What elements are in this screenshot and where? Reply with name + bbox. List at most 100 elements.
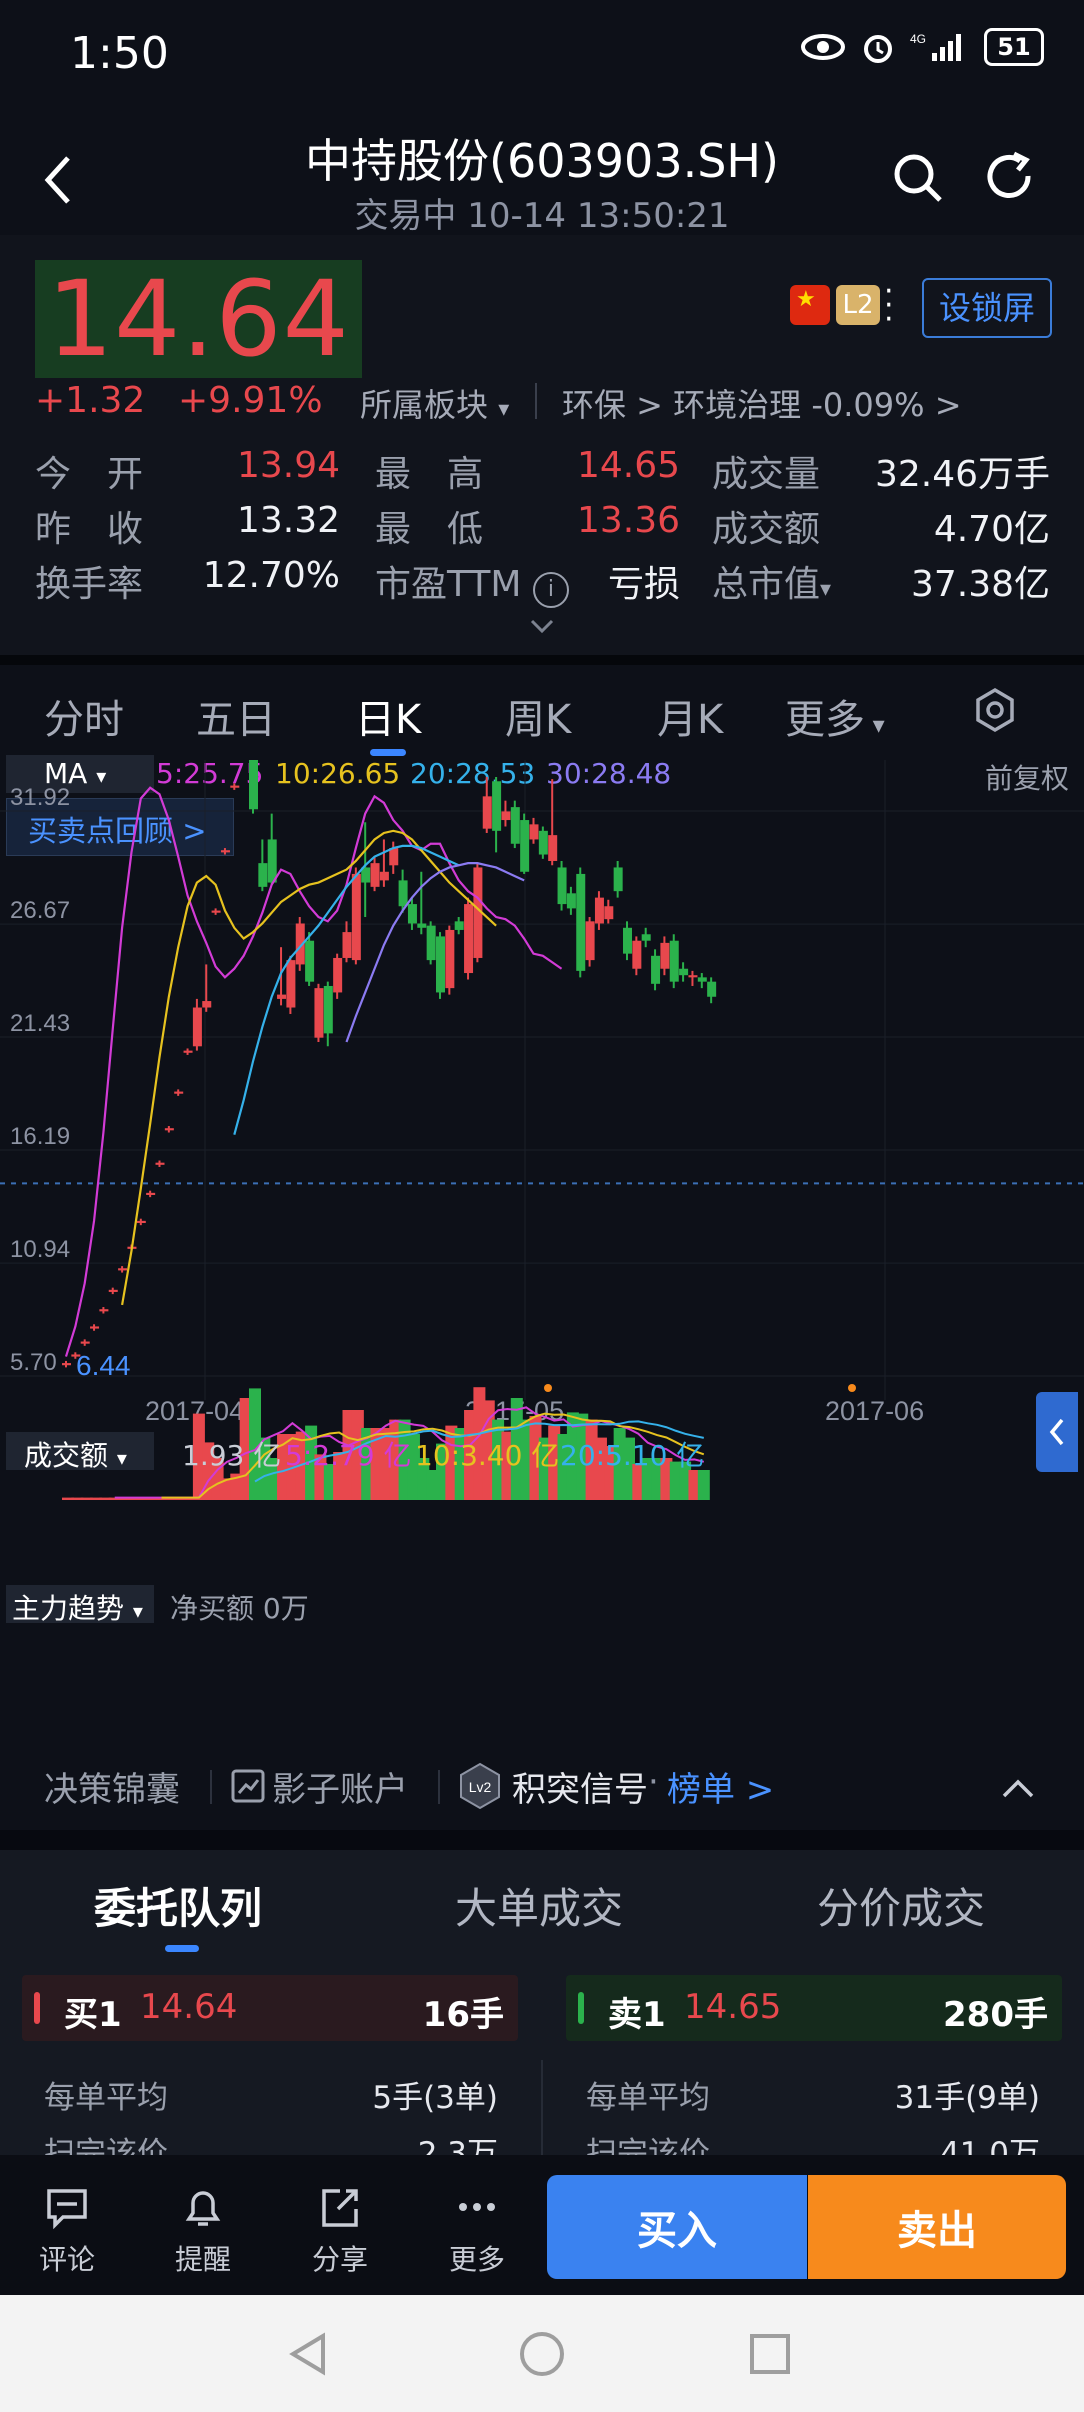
tab-daily-k[interactable]: 日K: [355, 697, 422, 743]
volume-ma20-line: [254, 1420, 705, 1483]
info-icon[interactable]: i: [532, 572, 569, 608]
candlestick-chart[interactable]: 31.9226.6721.4316.1910.945.7036.426.4420…: [0, 760, 1084, 1550]
candle-body: [585, 921, 595, 961]
tab-five-day[interactable]: 五日: [196, 697, 276, 743]
china-flag-icon: ★: [790, 285, 830, 325]
back-arrow-icon[interactable]: [38, 150, 78, 210]
bid1-qty: 16手: [422, 1995, 504, 2035]
industry-link[interactable]: 环保 > 环境治理 -0.09% >: [562, 386, 962, 424]
stat-label: 最 低: [375, 509, 484, 550]
signal-link[interactable]: 积突信号: [512, 1770, 648, 1810]
system-nav-bar: [0, 2295, 1084, 2412]
volume-bar: [192, 1413, 205, 1500]
rank-link[interactable]: 榜单 >: [667, 1770, 775, 1810]
section-divider: [0, 655, 1084, 667]
home-circle-icon[interactable]: [518, 2330, 566, 2378]
candle-body: [62, 1363, 71, 1366]
shadow-account-link[interactable]: 影子账户: [272, 1770, 408, 1810]
volume-bar: [277, 1434, 290, 1500]
alert-label: 提醒: [174, 2243, 231, 2276]
volume-bar: [407, 1434, 420, 1500]
volume-bar: [239, 1398, 252, 1500]
volume-bar: [585, 1419, 598, 1500]
divider: [210, 1770, 212, 1804]
refresh-icon[interactable]: [982, 150, 1038, 206]
tab-weekly-k[interactable]: 周K: [505, 697, 572, 743]
volume-bar: [651, 1458, 664, 1500]
volume-bar: [136, 1497, 149, 1500]
volume-bar: [492, 1419, 505, 1500]
candle-body: [501, 811, 511, 821]
volume-bar: [323, 1464, 336, 1500]
adjust-mode[interactable]: 前复权: [985, 762, 1070, 795]
candle-body: [370, 863, 380, 887]
candle-body: [267, 839, 277, 883]
tab-intraday[interactable]: 分时: [44, 697, 124, 743]
share-button[interactable]: 分享: [295, 2185, 385, 2278]
volume-bar: [174, 1497, 187, 1500]
tab-price-trades[interactable]: 分价成交: [817, 1884, 986, 1933]
status-time: 1:50: [70, 28, 169, 79]
chevron-up-icon[interactable]: [1000, 1778, 1036, 1800]
candle-body: [454, 921, 464, 930]
tab-more[interactable]: 更多 ▾: [785, 687, 885, 745]
alert-button[interactable]: 提醒: [158, 2185, 248, 2278]
volume-bar: [697, 1470, 710, 1500]
tab-order-queue[interactable]: 委托队列: [94, 1884, 263, 1933]
decision-kit-link[interactable]: 决策锦囊: [44, 1770, 180, 1810]
candle-body: [464, 904, 474, 974]
stat-value: 13.94: [236, 445, 340, 486]
main-force-label: 主力趋势: [12, 1592, 125, 1625]
y-tick-label: 5.70: [10, 1349, 57, 1376]
pe-ttm-label[interactable]: 市盈TTM i: [375, 555, 569, 608]
comment-button[interactable]: 评论: [22, 2185, 112, 2278]
candle-body: [174, 1091, 184, 1094]
candle-body: [520, 820, 530, 872]
search-icon[interactable]: [890, 150, 946, 206]
more-button[interactable]: 更多: [432, 2185, 522, 2278]
candle-body: [688, 975, 698, 978]
ma30-line: [345, 862, 525, 1043]
settings-icon[interactable]: [972, 687, 1018, 733]
sell-button[interactable]: 卖出: [808, 2175, 1066, 2279]
tab-more-label: 更多: [785, 697, 865, 743]
divider: [535, 383, 537, 419]
battery-icon: 51: [984, 28, 1044, 66]
chevron-left-icon: [1049, 1418, 1064, 1446]
nav-bar: 中持股份(603903.SH) 交易中 10-14 13:50:21: [0, 110, 1084, 236]
expand-chevron-icon[interactable]: [528, 617, 556, 635]
tab-monthly-k[interactable]: 月K: [657, 697, 724, 743]
ma-dropdown-label: MA ▾: [44, 757, 106, 790]
candle-body: [566, 893, 576, 909]
market-cap-dropdown[interactable]: 总市值▾: [712, 555, 831, 607]
stat-label: 今 开: [35, 454, 144, 495]
volume-ma5-line: [114, 1406, 705, 1499]
volume-bar: [613, 1428, 626, 1500]
collapse-side-tab[interactable]: [1036, 1392, 1078, 1472]
candle-body: [473, 867, 483, 958]
tools-row: 决策锦囊 影子账户 Lv2 积突信号 · 榜单 >: [0, 1740, 1084, 1830]
lv2-badge-icon: Lv2: [460, 1762, 500, 1810]
volume-dropdown-label: 成交额 ▾: [24, 1434, 127, 1474]
volume-bar: [389, 1419, 402, 1500]
volume-dropdown[interactable]: [6, 1432, 154, 1470]
sector-label: 所属板块: [360, 386, 489, 424]
review-button[interactable]: [6, 798, 234, 856]
ma30-value: 30:28.48: [546, 757, 672, 790]
ma-dropdown[interactable]: [6, 755, 154, 793]
main-force-dropdown[interactable]: [6, 1585, 154, 1623]
candle-body: [108, 1289, 118, 1292]
recents-square-icon[interactable]: [748, 2332, 792, 2376]
svg-text:Lv2: Lv2: [469, 1779, 492, 1795]
more-dots-icon[interactable]: · · ·: [884, 274, 894, 337]
l2-badge[interactable]: L2: [836, 285, 880, 325]
lock-screen-button[interactable]: 设锁屏: [922, 278, 1052, 338]
buy-button[interactable]: 买入: [547, 2175, 807, 2279]
tab-large-trades[interactable]: 大单成交: [455, 1884, 624, 1933]
back-triangle-icon[interactable]: [285, 2330, 333, 2378]
volume-bar: [361, 1428, 374, 1500]
candle-body: [707, 981, 717, 997]
sector-dropdown[interactable]: 所属板块 ▾: [360, 380, 509, 426]
stat-label: 市盈TTM: [375, 564, 522, 605]
stat-label: 成交量: [712, 454, 821, 495]
